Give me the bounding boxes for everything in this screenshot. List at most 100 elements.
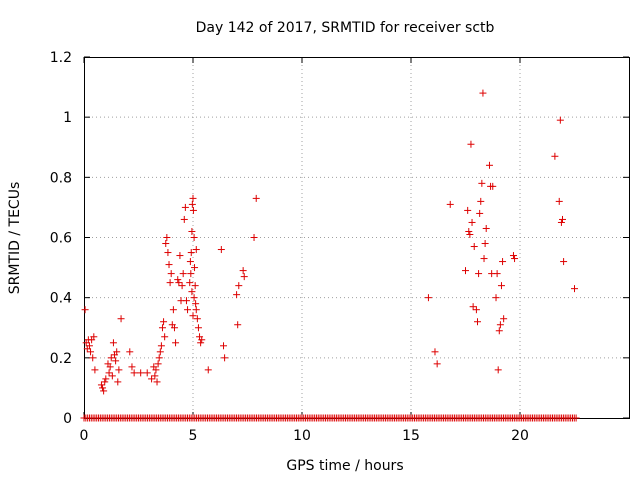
data-point (89, 354, 97, 362)
data-point (492, 294, 500, 302)
data-point (152, 366, 160, 374)
data-point (240, 273, 248, 281)
data-point (481, 240, 489, 248)
data-point (175, 279, 183, 287)
grid-layer (84, 57, 629, 418)
data-point (160, 318, 168, 326)
data-point (469, 303, 477, 311)
data-point (470, 243, 478, 251)
data-point (151, 372, 159, 380)
data-point (179, 270, 187, 278)
data-point (478, 179, 486, 187)
data-point (468, 218, 476, 226)
data-point (571, 285, 578, 293)
y-tick-label: 0 (63, 411, 72, 427)
data-point (509, 252, 517, 260)
x-tick-label: 15 (402, 428, 420, 444)
data-point (81, 306, 89, 314)
data-point (234, 321, 242, 329)
data-point (161, 333, 169, 341)
data-point (475, 270, 483, 278)
data-point (479, 89, 487, 97)
data-point (148, 375, 156, 383)
y-tick-label: 0.4 (50, 291, 72, 307)
data-point (499, 258, 507, 266)
data-point (511, 255, 519, 263)
data-point (97, 381, 105, 389)
zero-point (572, 414, 580, 422)
data-point (190, 294, 198, 302)
data-point (112, 357, 120, 365)
data-point (85, 342, 93, 350)
data-point (500, 315, 508, 323)
data-point (158, 324, 166, 332)
data-point (180, 215, 188, 223)
data-point (163, 234, 171, 241)
data-point (465, 227, 473, 235)
data-point (190, 234, 198, 241)
data-point (204, 366, 212, 374)
data-point (155, 354, 163, 362)
data-point (189, 194, 197, 202)
y-tick-label: 0.6 (50, 231, 72, 247)
data-point (560, 258, 568, 266)
data-point (217, 246, 225, 254)
data-point (186, 258, 194, 266)
data-point (476, 209, 484, 217)
data-point (126, 348, 134, 356)
data-point (189, 206, 197, 214)
data-point (91, 366, 99, 374)
data-point (87, 348, 95, 356)
data-point (495, 327, 503, 335)
data-point (220, 342, 228, 350)
data-point (105, 369, 113, 377)
data-point (115, 366, 123, 374)
data-point (117, 315, 125, 323)
data-point (178, 282, 186, 290)
data-point (191, 282, 199, 290)
data-point (90, 333, 98, 341)
data-point (189, 312, 197, 320)
data-point (166, 279, 174, 287)
data-point (157, 342, 165, 350)
data-point (239, 267, 247, 275)
data-point (559, 215, 567, 223)
data-point (556, 116, 564, 124)
data-point (108, 372, 116, 380)
data-point (431, 348, 439, 356)
data-point (186, 279, 194, 287)
data-point (192, 246, 200, 254)
data-point (466, 230, 474, 238)
data-point (482, 224, 490, 232)
data-point (102, 375, 110, 383)
y-tick-label: 0.8 (50, 170, 72, 186)
x-tick-label: 0 (80, 428, 89, 444)
data-point (167, 270, 175, 278)
data-point (551, 152, 559, 160)
data-point (101, 378, 109, 386)
data-point (424, 294, 432, 302)
data-point (446, 200, 454, 208)
data-point (557, 218, 565, 226)
data-point (156, 348, 164, 356)
data-point (188, 227, 196, 235)
data-point (485, 161, 493, 169)
x-tick-label: 5 (189, 428, 198, 444)
data-point (128, 363, 136, 371)
data-point (467, 140, 475, 148)
x-axis-label: GPS time / hours (286, 458, 403, 474)
y-axis-label: SRMTID / TECUs (7, 182, 23, 295)
x-tick-label: 10 (293, 428, 311, 444)
data-point (198, 336, 206, 344)
data-point (153, 378, 161, 386)
data-point (170, 324, 178, 332)
data-point (496, 321, 504, 329)
x-tick-label: 20 (511, 428, 529, 444)
data-point (114, 378, 122, 386)
y-tick-label: 1 (63, 110, 72, 126)
data-point (233, 291, 241, 299)
data-point (489, 182, 497, 190)
data-point (130, 369, 138, 377)
data-point (192, 300, 200, 308)
y-tick-label: 0.2 (50, 351, 72, 367)
